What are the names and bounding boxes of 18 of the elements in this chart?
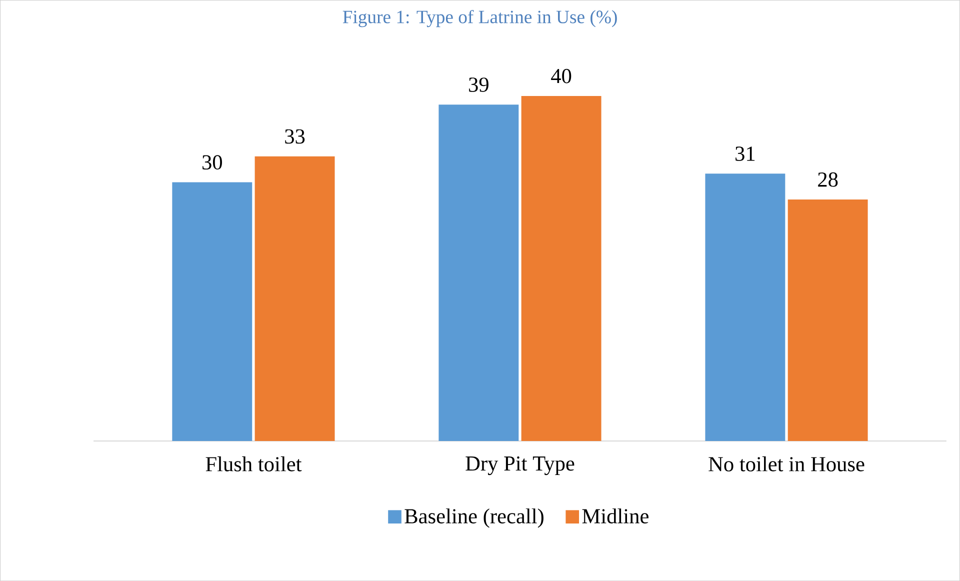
bar [254, 156, 335, 441]
x-tick-label: No toilet in House [708, 456, 864, 472]
data-label: 30 [202, 155, 222, 170]
bar [172, 182, 252, 441]
data-label: 33 [285, 129, 305, 144]
data-label: 31 [736, 146, 755, 161]
bar [438, 104, 519, 441]
chart-title: Figure 1: Type of Latrine in Use (%) [342, 10, 617, 28]
data-label: 40 [551, 68, 572, 84]
x-tick-label: Flush toilet [206, 456, 302, 472]
legend-label: Midline [582, 508, 648, 524]
data-label: 28 [818, 172, 838, 187]
bar [521, 96, 602, 441]
legend-label: Baseline (recall) [404, 508, 544, 528]
bar [788, 199, 868, 441]
x-tick-label: Dry Pit Type [466, 456, 574, 476]
bar [705, 174, 786, 441]
data-label: 39 [469, 77, 488, 92]
